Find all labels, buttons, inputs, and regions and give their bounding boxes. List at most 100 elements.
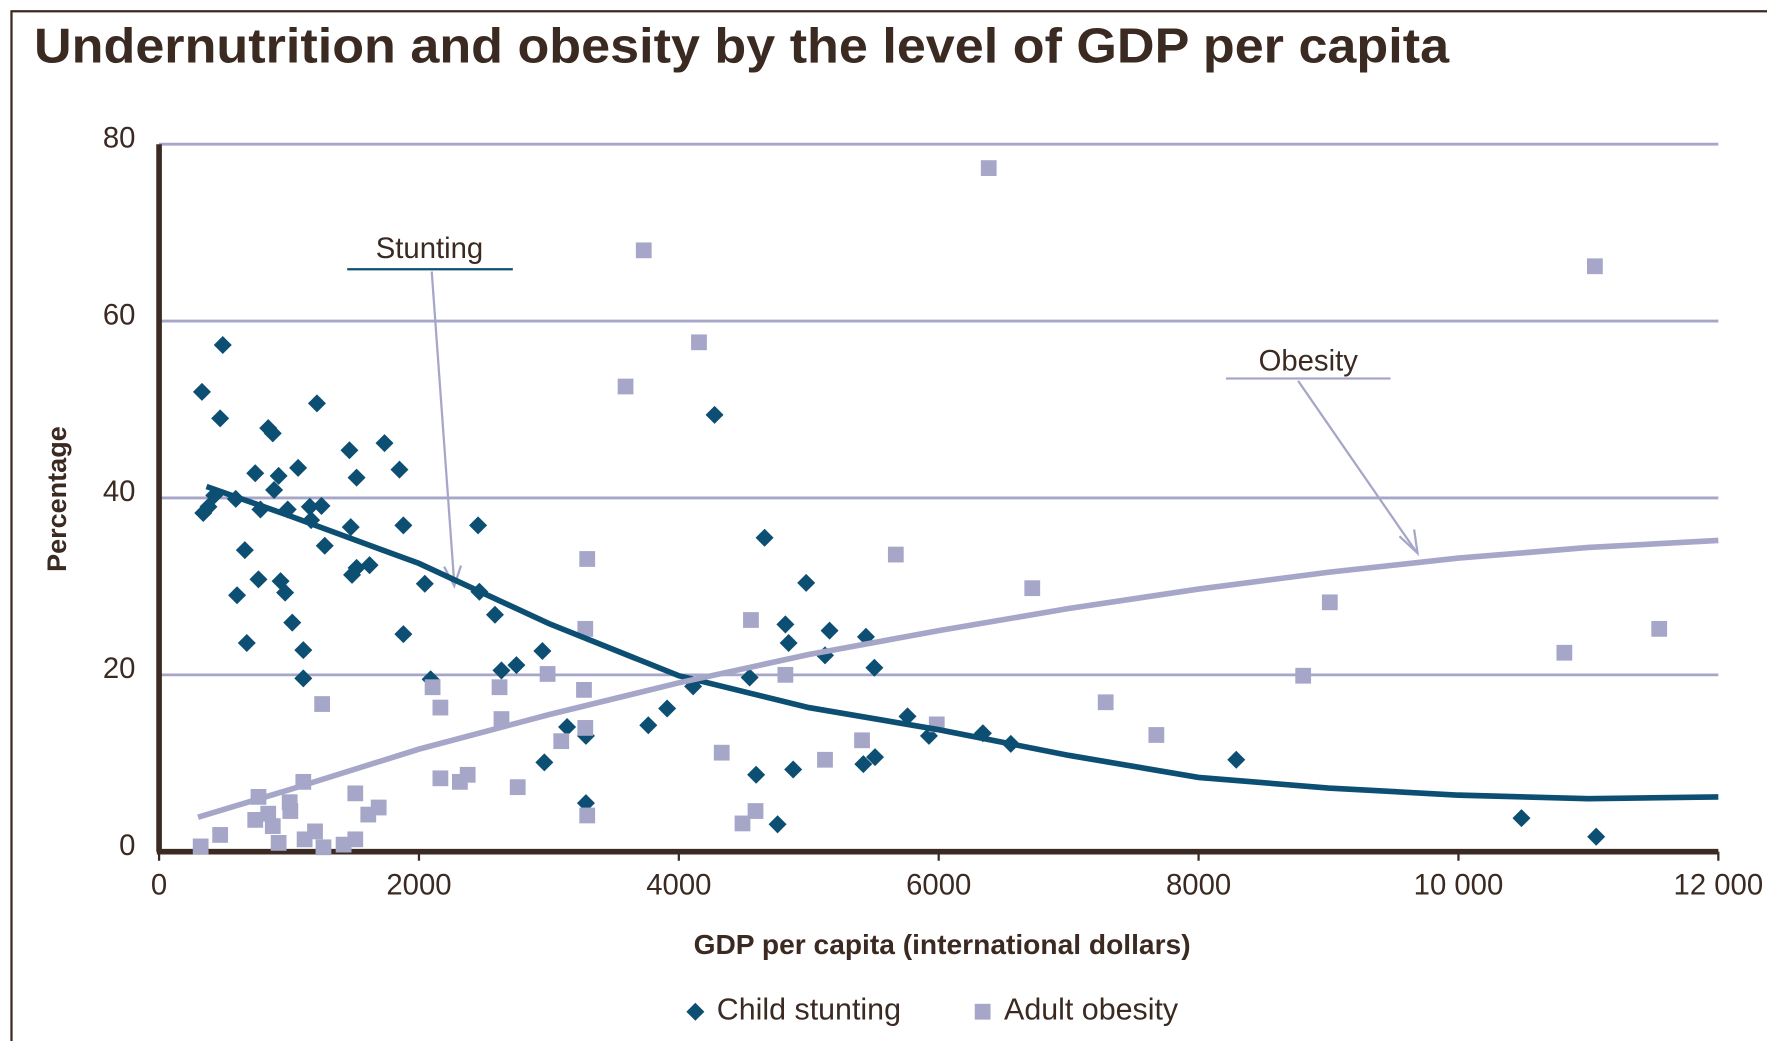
diamond-marker [390, 460, 409, 479]
square-marker [579, 807, 596, 824]
diamond-marker [347, 558, 366, 577]
annotation-arrow [430, 271, 456, 584]
diamond-marker [246, 464, 265, 483]
square-marker [307, 823, 323, 840]
chart-title: Undernutrition and obesity by the level … [34, 18, 1449, 74]
diamond-marker [415, 574, 434, 593]
y-tick-label: 0 [119, 829, 135, 862]
square-marker [264, 818, 281, 834]
diamond-marker [271, 572, 290, 591]
diamond-marker [686, 1002, 705, 1021]
x-tick-label: 10 000 [1414, 868, 1504, 901]
diamond-marker [1512, 809, 1531, 828]
diamond-marker [211, 409, 230, 428]
diamond-marker [276, 583, 295, 602]
diamond-marker [265, 480, 284, 500]
square-marker [553, 733, 570, 750]
square-marker [212, 827, 229, 843]
square-marker [635, 242, 652, 259]
x-tick-label: 12 000 [1674, 868, 1764, 901]
x-tick-label: 2000 [386, 868, 451, 901]
square-marker [260, 805, 277, 822]
diamond-marker [283, 613, 302, 632]
diamond-marker [747, 765, 766, 784]
annotation: Stunting [376, 232, 483, 265]
diamond-marker [375, 434, 394, 453]
square-marker [1295, 667, 1312, 684]
diamond-marker [263, 424, 282, 443]
square-marker [370, 799, 387, 816]
legend-label: Child stunting [717, 993, 901, 1027]
square-marker [424, 679, 441, 696]
diamond-marker [705, 405, 724, 424]
diamond-marker [347, 468, 366, 487]
square-marker [1651, 620, 1668, 637]
diamond-marker [658, 699, 677, 718]
square-marker [314, 696, 331, 712]
diamond-marker [300, 497, 319, 516]
x-tick-label: 8000 [1166, 868, 1231, 901]
square-marker [539, 666, 556, 682]
diamond-marker [779, 633, 798, 653]
diamond-marker [341, 518, 360, 537]
x-tick-label: 4000 [646, 868, 711, 901]
diamond-marker [294, 669, 313, 688]
diamond-marker [394, 516, 413, 535]
square-marker [713, 744, 730, 761]
diamond-marker [278, 500, 297, 519]
trend-line [205, 483, 1719, 802]
square-marker [577, 720, 594, 736]
diamond-marker [535, 753, 554, 772]
square-marker [974, 1003, 991, 1020]
y-tick-label: 60 [103, 298, 136, 331]
square-marker [617, 378, 634, 395]
diamond-marker [797, 573, 816, 592]
square-marker [493, 711, 510, 727]
diamond-marker [289, 458, 308, 477]
diamond-marker [192, 382, 211, 401]
diamond-marker [394, 625, 413, 644]
diamond-marker [1227, 750, 1246, 769]
y-tick-label: 20 [103, 652, 136, 685]
square-marker [576, 681, 592, 698]
square-marker [691, 334, 707, 351]
diamond-marker [820, 621, 839, 640]
diamond-marker [269, 466, 288, 485]
diamond-marker [776, 615, 795, 634]
square-marker [579, 551, 596, 567]
square-marker [347, 785, 364, 802]
square-marker [980, 160, 997, 176]
diamond-marker [768, 815, 787, 834]
square-marker [743, 612, 759, 628]
diamond-marker [294, 641, 313, 660]
diamond-marker [639, 716, 658, 735]
square-marker [247, 812, 264, 828]
legend-label: Adult obesity [1004, 993, 1179, 1027]
square-marker [1097, 694, 1114, 711]
diamond-marker [533, 641, 552, 660]
square-marker [854, 732, 870, 749]
diamond-marker [492, 661, 511, 680]
x-axis-label: GDP per capita (international dollars) [694, 929, 1191, 960]
square-marker [192, 838, 209, 855]
square-marker [491, 679, 508, 696]
diamond-marker [228, 586, 247, 605]
square-marker [282, 803, 299, 819]
diamond-marker [307, 394, 326, 413]
diamond-marker [469, 516, 488, 535]
square-marker [432, 770, 449, 787]
square-marker [509, 779, 526, 796]
square-marker [347, 831, 364, 848]
diamond-marker [315, 536, 334, 555]
diamond-marker [558, 718, 577, 737]
square-marker [459, 766, 476, 783]
diamond-marker [784, 760, 803, 779]
square-marker [315, 839, 332, 856]
square-marker [577, 620, 594, 637]
square-marker [432, 699, 449, 716]
diamond-marker [343, 565, 362, 584]
diamond-marker [1587, 827, 1606, 846]
diamond-marker [755, 528, 774, 547]
square-marker [1024, 580, 1041, 597]
